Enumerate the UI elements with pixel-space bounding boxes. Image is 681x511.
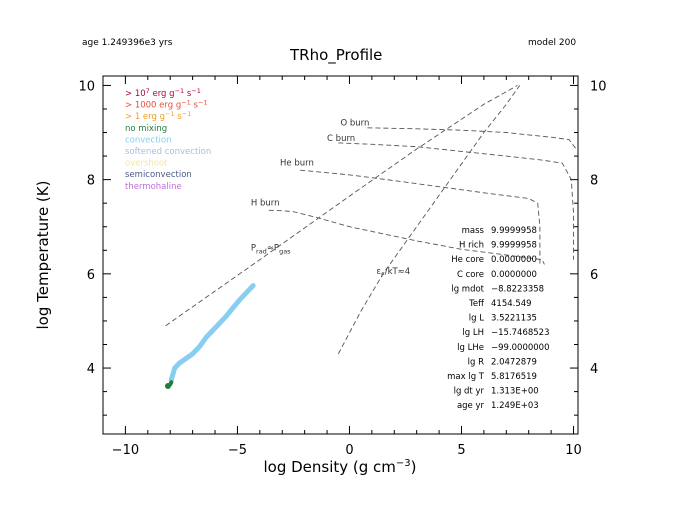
info-label: max lg T xyxy=(447,372,485,382)
diag-line-label: Prad≈Pgas xyxy=(251,243,291,255)
diag-line xyxy=(165,85,518,327)
info-label: lg R xyxy=(468,357,484,367)
axis-ticks xyxy=(102,76,578,434)
legend-entry: > 1 erg g−1 s−1 xyxy=(125,110,191,122)
burn-line-label: H burn xyxy=(251,199,280,209)
x-tick-label: −5 xyxy=(228,443,247,458)
chart-title: TRho_Profile xyxy=(290,46,383,64)
burn-line-label: C burn xyxy=(327,134,355,144)
guide-lines: H burn He burn C burn O burn Prad≈Pgas εF/kT≈… xyxy=(165,85,579,355)
model-label: model 200 xyxy=(528,38,577,48)
info-label: mass xyxy=(462,226,485,236)
x-tick-label: −10 xyxy=(112,443,139,458)
age-label: age 1.249396e3 yrs xyxy=(82,38,173,48)
x-tick-label: 5 xyxy=(457,443,465,458)
diag-line xyxy=(337,85,521,355)
legend-entry: semiconvection xyxy=(125,170,192,180)
legend-entry: softened convection xyxy=(125,147,211,157)
info-value: 1.313E+00 xyxy=(491,387,539,397)
burn-line xyxy=(367,127,579,152)
legend: > 107 erg g−1 s−1> 1000 erg g−1 s−1> 1 e… xyxy=(125,87,211,192)
y-tick-label-right: 6 xyxy=(590,268,598,283)
info-label: age yr xyxy=(457,401,485,411)
legend-entry: no mixing xyxy=(125,124,167,134)
plot-frame xyxy=(102,75,579,435)
diag-line-label: εF/kT≈4 xyxy=(376,267,410,279)
x-tick-label: 10 xyxy=(565,443,582,458)
y-tick-label: 4 xyxy=(87,362,95,377)
legend-entry: > 107 erg g−1 s−1 xyxy=(125,87,201,99)
y-tick-label-right: 8 xyxy=(590,174,598,189)
y-tick-label: 10 xyxy=(78,79,95,94)
info-label: lg dt yr xyxy=(454,387,485,397)
info-label: lg L xyxy=(469,314,484,324)
burn-line-label: O burn xyxy=(341,118,370,128)
y-tick-label: 8 xyxy=(87,174,95,189)
y-axis-label: log Temperature (K) xyxy=(34,181,52,330)
legend-entry: > 1000 erg g−1 s−1 xyxy=(125,99,208,111)
y-tick-label-right: 4 xyxy=(590,362,598,377)
burn-line xyxy=(338,142,574,260)
legend-entry: thermohaline xyxy=(125,182,182,192)
burn-line-label: He burn xyxy=(280,159,314,169)
legend-entry: convection xyxy=(125,135,171,145)
series-point xyxy=(164,382,171,389)
info-label: lg LH xyxy=(462,328,484,338)
info-label: lg mdot xyxy=(451,284,484,294)
info-value: 2.0472879 xyxy=(491,357,537,367)
info-label: C core xyxy=(457,270,484,280)
info-label: He core xyxy=(451,255,484,265)
info-panel: mass 9.9999958 H rich 9.9999958 He core 0.000… xyxy=(447,226,549,411)
info-label: Teff xyxy=(468,299,485,309)
info-value: −99.0000000 xyxy=(491,343,550,353)
info-value: 3.5221135 xyxy=(491,314,537,324)
info-value: 1.249E+03 xyxy=(491,401,539,411)
info-value: −8.8223358 xyxy=(491,284,544,294)
info-value: 4154.549 xyxy=(491,299,532,309)
x-tick-label: 0 xyxy=(345,443,353,458)
info-value: 0.0000000 xyxy=(491,270,537,280)
profile-series xyxy=(164,283,256,389)
info-label: lg LHe xyxy=(457,343,484,353)
burn-line xyxy=(268,209,545,265)
info-value: 9.9999958 xyxy=(491,226,537,236)
burn-line xyxy=(300,169,541,265)
info-value: 9.9999958 xyxy=(491,241,537,251)
series-convection xyxy=(168,283,256,383)
y-tick-label: 6 xyxy=(87,268,95,283)
info-label: H rich xyxy=(459,241,484,251)
info-value: 5.8176519 xyxy=(491,372,537,382)
info-value: 0.0000000 xyxy=(491,255,537,265)
info-value: −15.7468523 xyxy=(491,328,550,338)
x-axis-label: log Density (g cm−3) xyxy=(263,458,416,476)
y-tick-label-right: 10 xyxy=(590,79,607,94)
axis-tick-labels: −10 −5 0 5 10 4 4 6 6 8 8 10 10 xyxy=(78,79,606,458)
legend-entry: overshoot xyxy=(125,159,168,169)
